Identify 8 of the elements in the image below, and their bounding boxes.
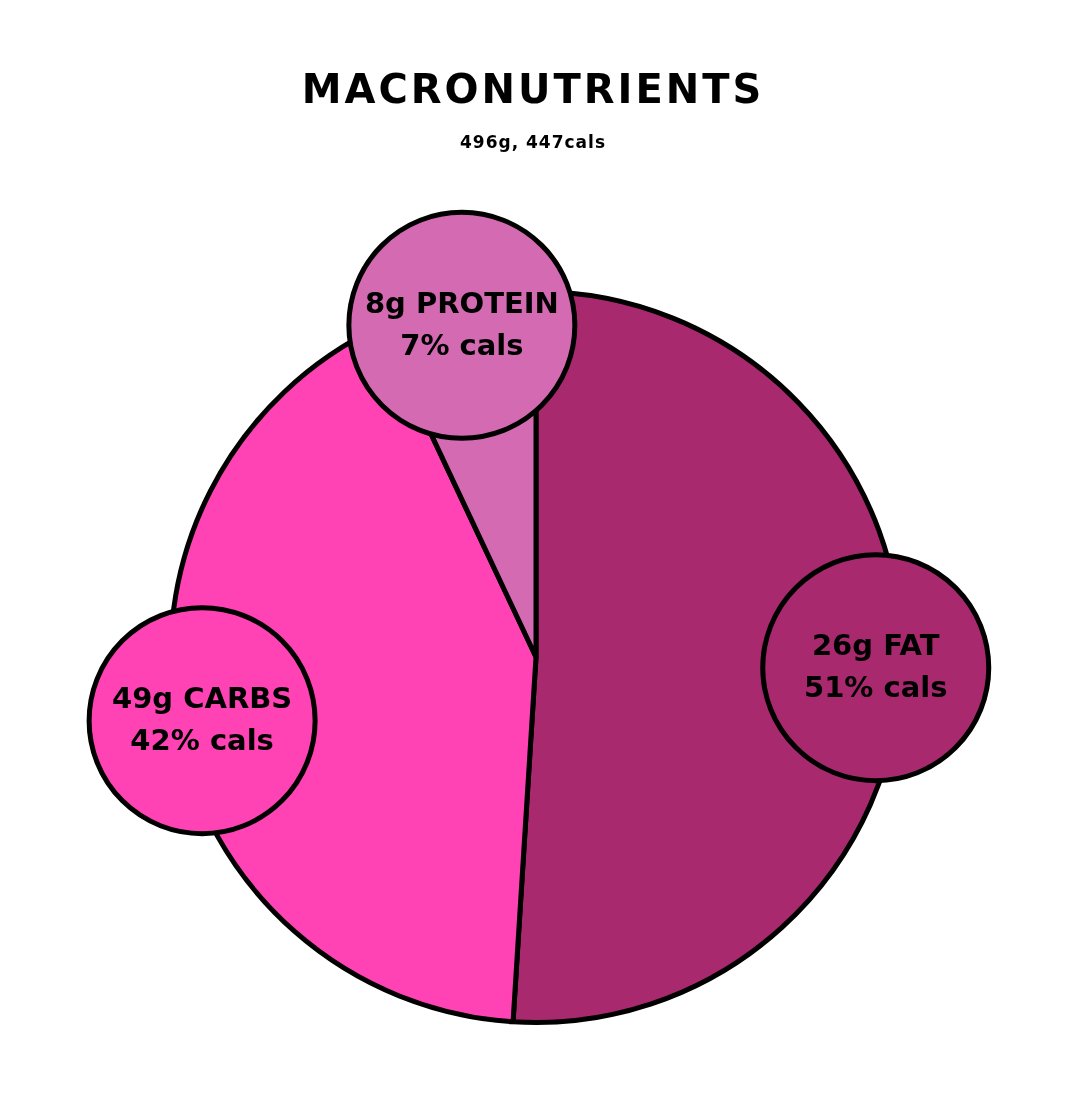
slice-label: 26g FAT [811, 628, 940, 663]
slice-label: 49g CARBS [111, 681, 293, 716]
slice-label: 8g PROTEIN [364, 285, 559, 320]
chart-title: MACRONUTRIENTS [300, 65, 766, 112]
data-label: 7% cals [400, 327, 524, 362]
data-label: 51% cals [804, 670, 948, 705]
chart-subtitle: 496g, 447cals [459, 132, 607, 152]
data-label: 42% cals [130, 723, 274, 758]
